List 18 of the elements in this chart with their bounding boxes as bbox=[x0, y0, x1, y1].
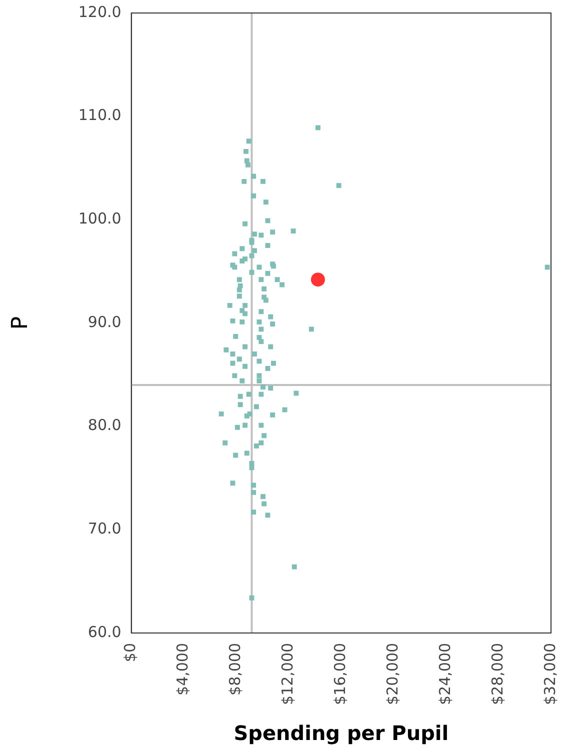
y-axis-title: P bbox=[8, 316, 33, 330]
x-tick-label: $16,000 bbox=[331, 642, 350, 705]
y-tick-label: 70.0 bbox=[88, 520, 122, 538]
x-tick-label: $32,000 bbox=[540, 642, 559, 705]
x-tick-label: $4,000 bbox=[174, 642, 192, 696]
y-tick-label: 90.0 bbox=[88, 312, 122, 331]
y-tick-label: 60.0 bbox=[88, 622, 122, 641]
x-axis-title: Spending per Pupil bbox=[234, 721, 449, 746]
y-tick-label: 80.0 bbox=[88, 416, 122, 434]
x-tick-label: $8,000 bbox=[226, 642, 244, 696]
x-tick-label: $12,000 bbox=[278, 642, 297, 705]
x-tick-label: $24,000 bbox=[436, 642, 454, 705]
y-tick-label: 110.0 bbox=[78, 106, 122, 124]
x-tick-label: $0 bbox=[121, 642, 140, 662]
y-tick-label: 120.0 bbox=[78, 2, 122, 21]
y-tick-label: 100.0 bbox=[78, 210, 122, 228]
x-tick-label: $20,000 bbox=[384, 642, 402, 705]
x-tick-label: $28,000 bbox=[488, 642, 506, 705]
